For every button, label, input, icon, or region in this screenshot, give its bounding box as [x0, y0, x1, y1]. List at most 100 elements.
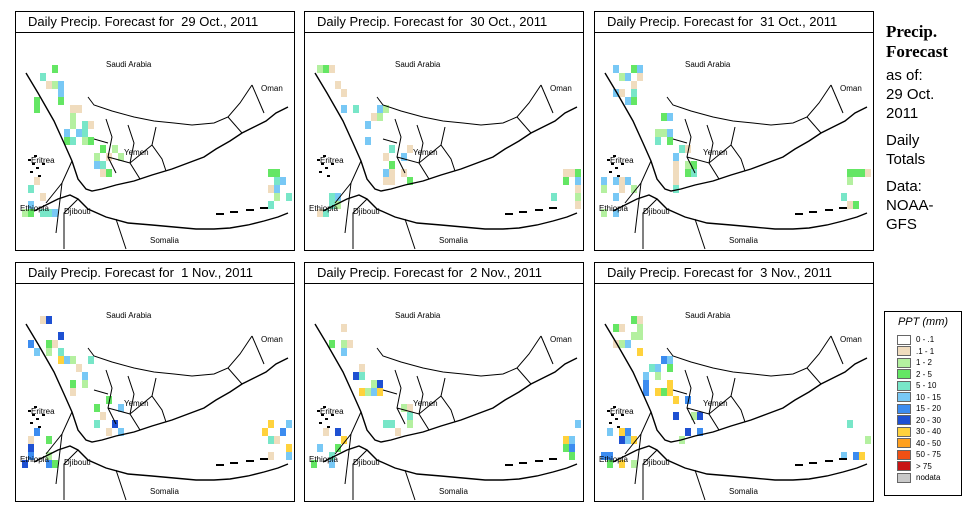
- island: [617, 175, 620, 177]
- precip-cell: [22, 209, 28, 217]
- border-line: [55, 433, 63, 485]
- precip-cell: [673, 177, 679, 185]
- precip-cell: [268, 436, 274, 444]
- legend-label: 15 - 20: [916, 404, 941, 414]
- precip-cell: [40, 193, 46, 201]
- precip-cell: [569, 452, 575, 460]
- island: [809, 462, 817, 464]
- precip-cell: [853, 201, 859, 209]
- precip-cell: [619, 436, 625, 444]
- precip-cell: [697, 412, 703, 420]
- precip-cell: [341, 105, 347, 113]
- precip-cell: [100, 161, 106, 169]
- info-heading: Precip.: [886, 22, 938, 41]
- legend-swatch: [897, 438, 911, 449]
- precip-cell: [70, 121, 76, 129]
- precip-cell: [637, 348, 643, 356]
- border-line: [830, 335, 844, 365]
- precip-cell: [685, 428, 691, 436]
- coastline: [322, 194, 578, 230]
- island: [825, 209, 833, 211]
- island: [36, 418, 39, 420]
- island: [607, 159, 610, 161]
- precip-cell: [637, 73, 643, 81]
- precip-cell: [34, 105, 40, 113]
- island: [216, 213, 224, 215]
- legend-item: nodata: [885, 472, 961, 484]
- legend-label: 10 - 15: [916, 392, 941, 402]
- border-line: [440, 377, 456, 423]
- border-line: [642, 449, 658, 500]
- border-line: [694, 469, 706, 501]
- island: [30, 171, 33, 173]
- legend-swatch: [897, 369, 911, 380]
- precip-cell: [335, 201, 341, 209]
- island: [615, 167, 618, 169]
- island: [260, 207, 268, 209]
- precip-cell: [82, 372, 88, 380]
- border-line: [516, 367, 532, 385]
- border-line: [694, 218, 706, 250]
- precip-map: Saudi Arabia Oman Yemen Eritrea Ethiopia Djib…: [20, 311, 292, 501]
- island: [230, 462, 238, 464]
- precip-cell: [106, 428, 112, 436]
- precip-cell: [673, 153, 679, 161]
- border-line: [352, 449, 368, 500]
- coastline: [322, 445, 578, 481]
- precip-cell: [673, 185, 679, 193]
- border-line: [151, 126, 167, 172]
- country-label-eritrea: Eritrea: [610, 156, 634, 165]
- border-line: [706, 124, 720, 180]
- country-label-ethiopia: Ethiopia: [20, 204, 49, 213]
- precip-cell: [841, 452, 847, 460]
- precip-cell: [631, 65, 637, 73]
- border-line: [227, 367, 243, 385]
- country-label-eritrea: Eritrea: [31, 407, 55, 416]
- precip-cell: [347, 340, 353, 348]
- precip-cell: [383, 420, 389, 428]
- coastline: [314, 323, 578, 443]
- precip-cell: [359, 372, 365, 380]
- border-line: [87, 84, 253, 126]
- country-label-saudi-arabia: Saudi Arabia: [395, 60, 441, 69]
- border-line: [396, 144, 442, 164]
- precip-cell: [335, 428, 341, 436]
- island: [34, 406, 37, 408]
- precip-cell: [286, 193, 292, 201]
- border-line: [684, 118, 696, 174]
- precip-cell: [691, 161, 697, 169]
- precip-cell: [34, 428, 40, 436]
- legend-item: 0 - .1: [885, 334, 961, 346]
- precip-cell: [274, 177, 280, 185]
- precip-cell: [667, 388, 673, 396]
- island: [325, 167, 328, 169]
- precip-cell: [619, 177, 625, 185]
- country-label-somalia: Somalia: [729, 487, 758, 496]
- country-label-saudi-arabia: Saudi Arabia: [106, 311, 152, 320]
- precip-cells: [601, 316, 871, 468]
- border-line: [93, 389, 109, 395]
- precip-cell: [28, 185, 34, 193]
- country-label-djibouti: Djibouti: [643, 458, 670, 467]
- precip-cell: [28, 201, 34, 209]
- island: [607, 410, 610, 412]
- forecast-panel: Daily Precip. Forecast for 1 Nov., 2011 …: [15, 262, 295, 502]
- precip-map: Saudi Arabia Oman Yemen Eritrea Ethiopia Djib…: [599, 60, 871, 250]
- precip-cells: [311, 324, 581, 468]
- precip-cell: [619, 89, 625, 97]
- border-line: [540, 84, 554, 114]
- border-line: [251, 84, 265, 114]
- precip-cell: [667, 129, 673, 137]
- precip-cell: [52, 209, 58, 217]
- precip-cell: [613, 324, 619, 332]
- precip-cell: [613, 340, 619, 348]
- legend-item: 15 - 20: [885, 403, 961, 415]
- precip-cell: [389, 420, 395, 428]
- country-label-djibouti: Djibouti: [64, 458, 91, 467]
- precip-cell: [685, 396, 691, 404]
- precip-cell: [46, 436, 52, 444]
- coastline: [33, 194, 289, 230]
- precip-cell: [853, 169, 859, 177]
- precip-cell: [46, 81, 52, 89]
- precip-cell: [52, 81, 58, 89]
